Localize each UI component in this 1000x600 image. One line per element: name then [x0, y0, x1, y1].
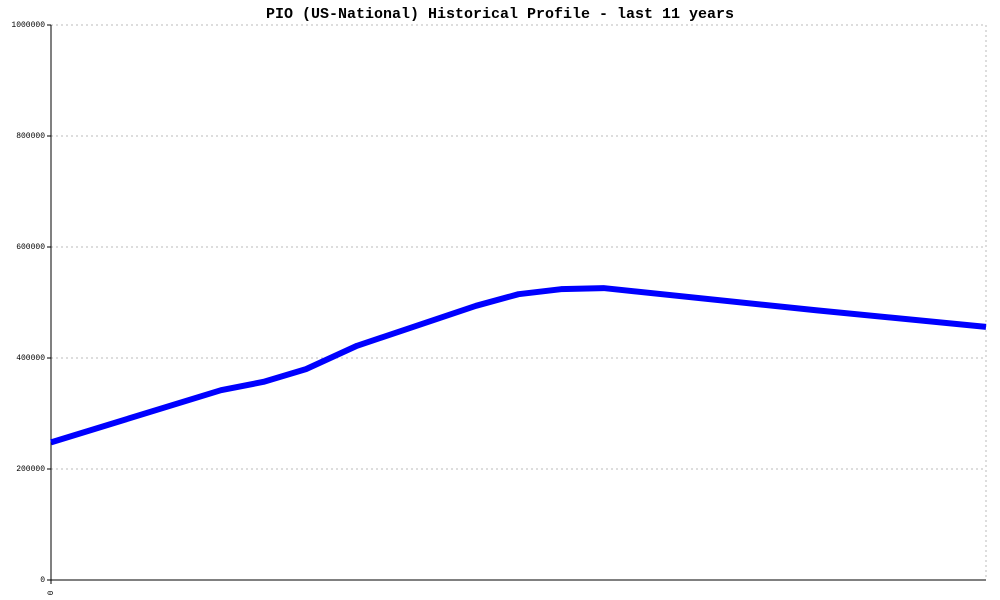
y-tick-label: 1000000 — [11, 21, 45, 30]
y-tick-label: 400000 — [16, 354, 45, 363]
y-tick-label: 800000 — [16, 132, 45, 141]
y-tick-label: 0 — [40, 576, 45, 585]
chart-title: PIO (US-National) Historical Profile - l… — [266, 6, 734, 23]
x-tick-label: 0 — [47, 590, 56, 595]
data-line — [50, 285, 987, 446]
y-tick-label: 600000 — [16, 243, 45, 252]
y-tick-label: 200000 — [16, 465, 45, 474]
